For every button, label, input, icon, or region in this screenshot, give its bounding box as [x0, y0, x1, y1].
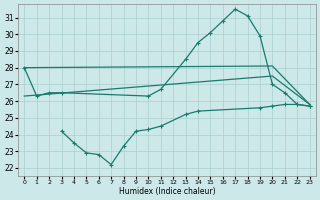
X-axis label: Humidex (Indice chaleur): Humidex (Indice chaleur): [119, 187, 215, 196]
